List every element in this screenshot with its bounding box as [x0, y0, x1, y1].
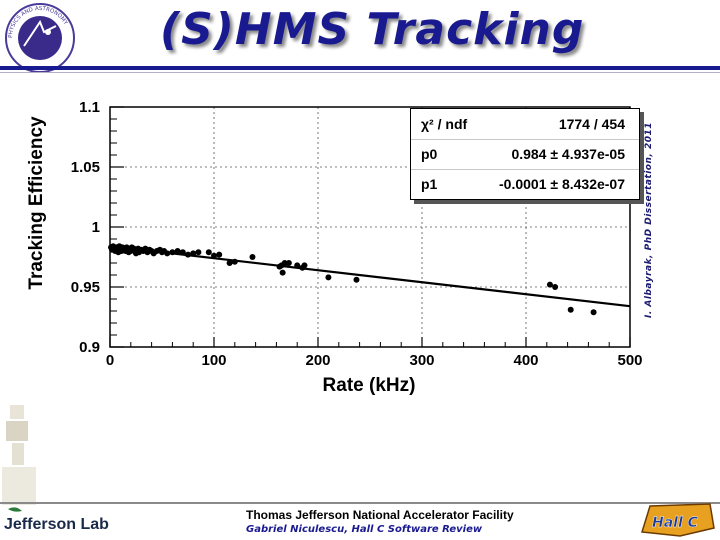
y-tick-labels: 0.9 0.95 1 1.05 1.1: [71, 99, 100, 356]
lab-logo-text: Jefferson Lab: [4, 516, 109, 533]
x-tick-label: 500: [617, 352, 642, 369]
fit-param-name: p0: [421, 146, 438, 162]
data-point: [590, 309, 597, 316]
data-point: [281, 260, 288, 266]
data-point: [205, 249, 212, 256]
data-point: [546, 281, 553, 288]
data-point: [552, 284, 559, 290]
department-seal-logo: PHYSICS AND ASTRONOMY: [5, 3, 75, 73]
data-point: [216, 251, 223, 258]
x-tick-label: 100: [201, 352, 226, 369]
decorative-lamp-icon: [2, 405, 36, 505]
data-point: [179, 249, 186, 256]
data-point: [211, 252, 217, 259]
hall-c-logo: Hall C: [641, 503, 715, 537]
axis-ticks: [109, 106, 631, 348]
x-tick-label: 300: [409, 352, 434, 369]
x-tick-label: 400: [513, 352, 538, 369]
facility-name: Thomas Jefferson National Accelerator Fa…: [246, 508, 514, 522]
fit-param-name: p1: [421, 176, 438, 192]
y-tick-label: 1.05: [71, 159, 100, 176]
fit-row-p1: p1 -0.0001 ± 8.432e-07: [411, 169, 639, 199]
y-tick-label: 0.95: [71, 279, 100, 296]
title-rule-shadow: [0, 72, 720, 73]
data-point: [185, 251, 191, 258]
data-point: [285, 260, 292, 266]
data-point: [169, 249, 176, 256]
data-point: [174, 248, 181, 254]
data-points: [108, 243, 597, 316]
data-point: [249, 254, 256, 260]
data-point: [164, 250, 171, 257]
y-tick-label: 1: [92, 219, 100, 236]
side-credit-text: I. Albayrak, PhD Dissertation, 2011: [644, 122, 654, 318]
data-point: [190, 250, 197, 257]
data-point: [279, 269, 286, 276]
y-tick-label: 1.1: [79, 99, 100, 116]
data-point: [231, 258, 238, 265]
x-tick-label: 200: [305, 352, 330, 369]
data-point: [294, 262, 301, 269]
side-credit: I. Albayrak, PhD Dissertation, 2011: [638, 80, 660, 360]
title-rule: [0, 66, 720, 70]
fit-param-name: χ² / ndf: [421, 116, 468, 132]
data-point: [353, 276, 360, 283]
data-point: [301, 262, 308, 269]
footer-presenter: Gabriel Niculescu, Hall C Software Revie…: [246, 524, 483, 535]
y-axis-label: Tracking Efficiency: [26, 116, 47, 290]
x-axis-label: Rate (kHz): [323, 375, 416, 396]
footer-rule: [0, 502, 720, 504]
data-point: [567, 306, 574, 313]
fit-line: [109, 245, 631, 308]
y-tick-label: 0.9: [79, 339, 100, 356]
data-point: [195, 249, 202, 256]
data-point: [226, 260, 233, 266]
jefferson-lab-logo: Jefferson Lab: [4, 507, 109, 533]
fit-param-value: 0.984 ± 4.937e-05: [511, 146, 625, 162]
x-tick-label: 0: [106, 352, 114, 369]
hallc-logo-text: Hall C: [652, 515, 699, 531]
fit-param-value: -0.0001 ± 8.432e-07: [499, 176, 625, 192]
fit-row-p0: p0 0.984 ± 4.937e-05: [411, 139, 639, 170]
page-title: (S)HMS Tracking: [160, 4, 585, 55]
data-point: [325, 274, 332, 281]
fit-row-chi2: χ² / ndf 1774 / 454: [411, 109, 639, 140]
fit-param-value: 1774 / 454: [558, 116, 625, 132]
fit-stats-box: χ² / ndf 1774 / 454 p0 0.984 ± 4.937e-05…: [410, 108, 640, 200]
x-tick-labels: 0 100 200 300 400 500: [106, 352, 643, 369]
